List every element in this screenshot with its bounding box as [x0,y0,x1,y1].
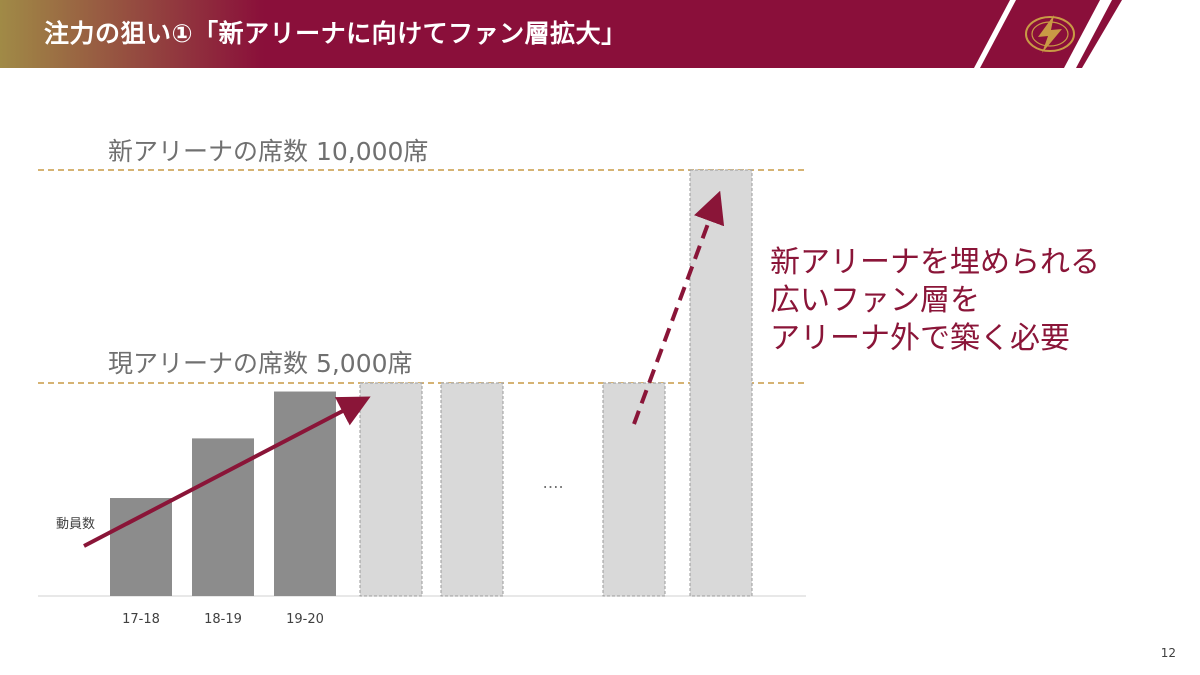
actual-bar [274,391,336,596]
projected-growth-arrow [632,190,725,425]
current-arena-seats-label: 現アリーナの席数 5,000席 [108,349,413,378]
actual-bar [110,498,172,596]
lightning-emblem-icon [1025,15,1075,53]
projected-bar [689,169,753,597]
callout-text: 新アリーナを埋められる 広いファン層を アリーナ外で築く必要 [770,244,1100,358]
projected-bar [359,382,423,597]
projected-bar [440,382,504,597]
category-label: 19-20 [286,612,324,627]
y-axis-label: 動員数 [56,517,95,532]
callout-line: 広いファン層を [770,283,980,318]
growth-arrow [83,396,371,548]
callout-line: 新アリーナを埋められる [770,245,1100,280]
ellipsis-label: …. [542,473,563,492]
page-number: 12 [1160,646,1176,660]
category-label: 17-18 [122,612,160,627]
callout-line: アリーナ外で築く必要 [770,321,1070,356]
category-label: 18-19 [204,612,242,627]
page-title: 注力の狙い①「新アリーナに向けてファン層拡大」 [44,19,627,48]
new-arena-seats-label: 新アリーナの席数 10,000席 [108,137,429,166]
header-background [0,0,1200,68]
header-bar: 注力の狙い①「新アリーナに向けてファン層拡大」 [0,0,1200,68]
projected-bar [602,382,666,597]
